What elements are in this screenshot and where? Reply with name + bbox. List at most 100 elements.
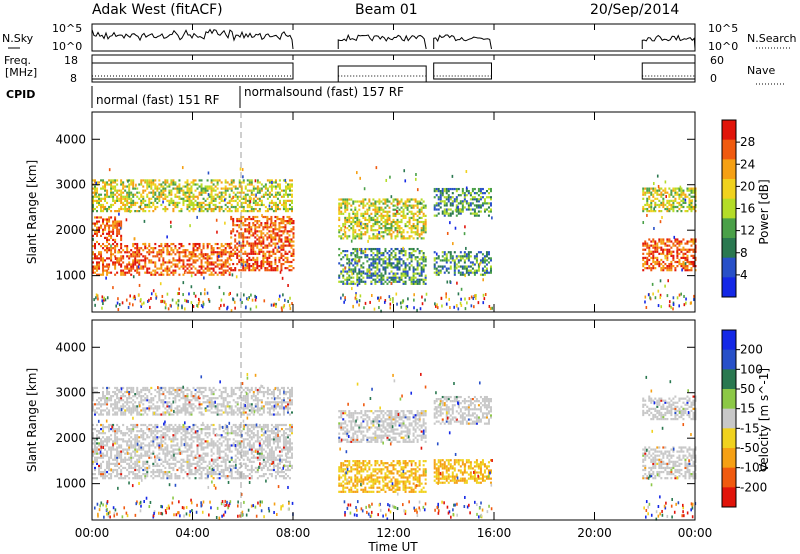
power-colorbar-step-0 <box>722 120 736 141</box>
velocity-colorbar-tick-7: -200 <box>740 480 767 494</box>
x-axis-ticks: 00:00 04:00 08:00 12:00 16:00 20:00 00:00 <box>75 24 713 540</box>
velocity-colorbar-frame <box>721 329 737 508</box>
power-panel: 1000 2000 3000 4000 Slant Range [km] <box>25 111 697 313</box>
velocity-echo-band-5 <box>433 395 492 425</box>
freq-left-tick-bottom: 8 <box>70 72 77 85</box>
power-y-ticks: 1000 2000 3000 4000 <box>55 132 695 283</box>
velocity-echo-band-4 <box>433 459 492 484</box>
velocity-y-ticks: 1000 2000 3000 4000 <box>55 340 695 491</box>
nave-label: Nave <box>747 64 775 77</box>
freq-label-line2: [MHz] <box>5 66 37 79</box>
nsky-left-tick-top: 10^5 <box>52 22 82 35</box>
power-colorbar-step-4 <box>722 198 736 219</box>
velocity-colorbar-step-0 <box>722 330 736 351</box>
freq-segment-3 <box>641 62 696 80</box>
freq-right-tick-top: 60 <box>710 54 724 67</box>
cpid-mode-1: normal (fast) 151 RF <box>96 93 220 107</box>
velocity-colorbar-step-6 <box>722 448 736 469</box>
power-echo-band-1 <box>122 242 231 276</box>
power-echo-band-0 <box>92 216 123 276</box>
velocity-ytick-label-2: 3000 <box>55 386 86 400</box>
velocity-echo-band-3 <box>338 460 427 493</box>
velocity-colorbar-tick-6: -100 <box>740 461 767 475</box>
power-echo-band-8 <box>642 238 697 272</box>
freq-segment-1 <box>337 65 427 83</box>
nsky-segment-2 <box>433 34 492 50</box>
power-ytick-label-2: 3000 <box>55 178 86 192</box>
power-colorbar: 4 8 12 16 20 24 28 <box>721 119 755 298</box>
velocity-panel: 1000 2000 3000 4000 Slant Range [km] <box>25 319 697 521</box>
plot-title: Adak West (fitACF) <box>92 2 223 18</box>
velocity-colorbar-tick-1: 100 <box>740 362 763 376</box>
power-colorbar-tick-2: 12 <box>740 224 755 238</box>
x-tick-label-5: 20:00 <box>577 526 612 540</box>
velocity-echo-band-0 <box>92 423 293 480</box>
velocity-echo-band-1 <box>92 386 293 416</box>
velocity-colorbar-step-4 <box>722 408 736 429</box>
freq-segment-0 <box>91 62 294 80</box>
velocity-scatter-points <box>93 372 697 521</box>
velocity-colorbar-step-2 <box>722 369 736 390</box>
power-echo-pixels <box>92 166 697 313</box>
velocity-ytick-label-1: 2000 <box>55 431 86 445</box>
power-ytick-label-3: 4000 <box>55 132 86 146</box>
x-tick-label-0: 00:00 <box>75 526 110 540</box>
power-ytick-label-1: 2000 <box>55 223 86 237</box>
x-tick-label-6: 00:00 <box>678 526 713 540</box>
power-echo-band-9 <box>642 187 697 213</box>
nsky-trace <box>91 28 696 50</box>
nsky-segment-1 <box>337 33 427 50</box>
power-echo-band-4 <box>338 198 427 240</box>
power-colorbar-step-1 <box>722 139 736 160</box>
velocity-echo-band-6 <box>642 446 697 480</box>
x-axis-label: Time UT <box>367 540 418 554</box>
velocity-colorbar-tick-4: -15 <box>740 421 760 435</box>
power-colorbar-tick-3: 16 <box>740 202 755 216</box>
nsky-right-tick-bottom: 10^0 <box>708 40 738 53</box>
velocity-echo-pixels <box>92 372 697 521</box>
power-colorbar-step-5 <box>722 218 736 239</box>
power-colorbar-tick-6: 28 <box>740 135 755 149</box>
velocity-echo-band-7 <box>642 395 697 421</box>
freq-trace <box>91 62 696 83</box>
velocity-colorbar-step-5 <box>722 428 736 449</box>
velocity-ytick-label-0: 1000 <box>55 477 86 491</box>
velocity-echo-band-2 <box>338 410 427 443</box>
power-colorbar-step-3 <box>722 179 736 200</box>
velocity-ytick-label-3: 4000 <box>55 340 86 354</box>
velocity-colorbar-step-8 <box>722 487 736 508</box>
nsky-label: N.Sky <box>2 32 34 45</box>
power-colorbar-step-6 <box>722 238 736 259</box>
nsky-segment-3 <box>641 34 696 50</box>
velocity-colorbar-step-7 <box>722 467 736 488</box>
beam-label: Beam 01 <box>355 2 418 18</box>
velocity-colorbar-step-3 <box>722 389 736 410</box>
power-echo-band-5 <box>338 247 427 285</box>
x-tick-label-3: 12:00 <box>376 526 411 540</box>
power-colorbar-step-2 <box>722 159 736 180</box>
power-colorbar-tick-1: 8 <box>740 246 748 260</box>
freq-left-tick-top: 18 <box>64 54 78 67</box>
x-tick-label-4: 16:00 <box>477 526 512 540</box>
freq-label-line1: Freq. <box>4 54 31 67</box>
power-echo-band-2 <box>230 215 295 272</box>
nsearch-label: N.Search <box>747 32 797 45</box>
power-echo-band-6 <box>433 251 492 276</box>
velocity-colorbar-tick-5: -50 <box>740 441 760 455</box>
power-colorbar-step-7 <box>722 257 736 278</box>
velocity-colorbar-tick-0: 200 <box>740 343 763 357</box>
freq-segment-2 <box>433 62 492 80</box>
nsky-right-tick-top: 10^5 <box>708 22 738 35</box>
power-echo-band-7 <box>433 187 492 217</box>
x-tick-label-1: 04:00 <box>175 526 210 540</box>
power-colorbar-tick-5: 24 <box>740 157 755 171</box>
cpid-mode-2: normalsound (fast) 157 RF <box>244 85 404 99</box>
power-echo-band-3 <box>92 179 293 213</box>
power-colorbar-tick-0: 4 <box>740 268 748 282</box>
nsky-left-tick-bottom: 10^0 <box>52 40 82 53</box>
velocity-colorbar-label: Velocity [m s^-1] <box>757 368 771 472</box>
power-colorbar-step-8 <box>722 277 736 298</box>
power-colorbar-label: Power [dB] <box>757 179 771 244</box>
freq-right-tick-bottom: 0 <box>710 72 717 85</box>
